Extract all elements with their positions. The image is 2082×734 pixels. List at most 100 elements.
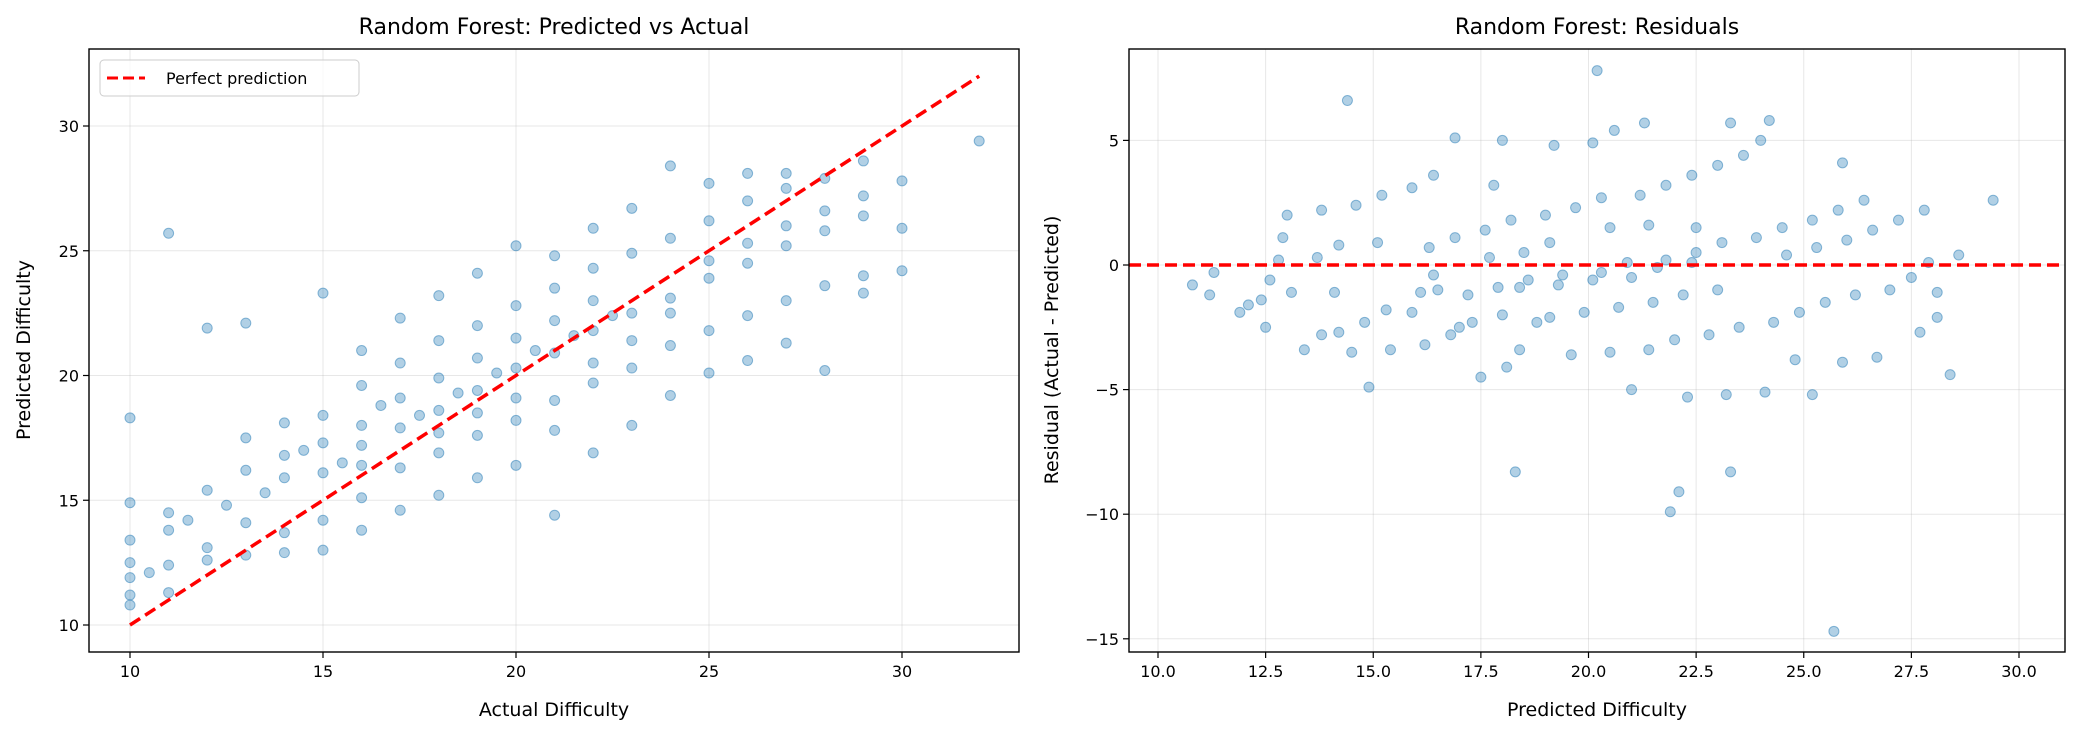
data-point (780, 295, 792, 307)
residual-point (1712, 159, 1724, 171)
data-point (780, 240, 792, 252)
residual-point (1483, 252, 1495, 264)
data-point (317, 409, 329, 421)
data-point (510, 459, 522, 471)
data-point (201, 554, 213, 566)
residual-point (1638, 117, 1650, 129)
data-point (356, 492, 368, 504)
data-point (278, 417, 290, 429)
data-point (742, 195, 754, 207)
data-point (491, 367, 503, 379)
residual-point (1509, 466, 1521, 478)
residual-point (1281, 209, 1293, 221)
data-point (626, 335, 638, 347)
residual-point (1514, 344, 1526, 356)
residual-point (1186, 279, 1198, 291)
y-tick-label: 5 (1109, 131, 1119, 150)
data-point (278, 449, 290, 461)
residual-point (1725, 117, 1737, 129)
data-point (703, 215, 715, 227)
data-point (433, 290, 445, 302)
data-point (780, 220, 792, 232)
residual-point (1836, 157, 1848, 169)
residual-point (1406, 306, 1418, 318)
data-point (703, 272, 715, 284)
data-point (124, 572, 136, 584)
residual-point (1552, 279, 1564, 291)
residual-point (1849, 289, 1861, 301)
residual-point (1931, 311, 1943, 323)
data-point (703, 255, 715, 267)
data-point (819, 225, 831, 237)
residual-point (1677, 289, 1689, 301)
data-point (857, 190, 869, 202)
residual-point (1359, 316, 1371, 328)
data-point (896, 265, 908, 277)
data-point (356, 459, 368, 471)
x-tick-label: 25.0 (1786, 662, 1822, 681)
data-point (201, 484, 213, 496)
data-point (259, 487, 271, 499)
residual-point (1944, 369, 1956, 381)
data-point (529, 345, 541, 357)
residual-point (1806, 389, 1818, 401)
data-point (278, 472, 290, 484)
data-point (626, 362, 638, 374)
residual-point (1531, 316, 1543, 328)
y-tick-label: 15 (59, 491, 79, 510)
x-tick-label: 15 (313, 662, 333, 681)
data-point (626, 202, 638, 214)
data-point (240, 464, 252, 476)
residual-point (1604, 346, 1616, 358)
residual-point (1914, 326, 1926, 338)
residual-point (1544, 311, 1556, 323)
data-point (471, 267, 483, 279)
data-point (664, 292, 676, 304)
data-point (201, 542, 213, 554)
residual-point (1432, 284, 1444, 296)
residual-point (1819, 296, 1831, 308)
residual-point (1595, 266, 1607, 278)
residual-point (1871, 351, 1883, 363)
data-point (742, 167, 754, 179)
data-point (317, 437, 329, 449)
data-point (394, 312, 406, 324)
data-point (587, 377, 599, 389)
residual-point (1634, 189, 1646, 201)
plot-frame (1128, 48, 2066, 653)
residual-point (1570, 202, 1582, 214)
residual-point (1682, 391, 1694, 403)
x-tick-label: 20 (506, 662, 526, 681)
residual-point (1234, 306, 1246, 318)
data-point (163, 507, 175, 519)
residual-point (1419, 339, 1431, 351)
residual-point (1716, 237, 1728, 249)
residual-point (1565, 349, 1577, 361)
residual-point (1384, 344, 1396, 356)
data-point (356, 379, 368, 391)
residual-point (1204, 289, 1216, 301)
residual-point (1449, 132, 1461, 144)
data-point (124, 534, 136, 546)
y-tick-label: 0 (1109, 256, 1119, 275)
residual-point (1277, 232, 1289, 244)
residual-point (1492, 281, 1504, 293)
data-point (510, 240, 522, 252)
residual-point (1703, 329, 1715, 341)
data-point (394, 357, 406, 369)
data-point (433, 372, 445, 384)
y-axis-label: Residual (Actual - Predicted) (1041, 216, 1063, 485)
residual-point (1604, 222, 1616, 234)
residual-point (1587, 274, 1599, 286)
data-point (201, 322, 213, 334)
residual-point (1781, 249, 1793, 261)
residual-point (1953, 249, 1965, 261)
data-point (471, 384, 483, 396)
data-point (124, 497, 136, 509)
data-point (587, 262, 599, 274)
data-point (221, 499, 232, 511)
residual-point (1793, 306, 1805, 318)
x-tick-label: 30 (892, 662, 912, 681)
residual-point (1789, 354, 1801, 366)
data-point (626, 419, 638, 431)
